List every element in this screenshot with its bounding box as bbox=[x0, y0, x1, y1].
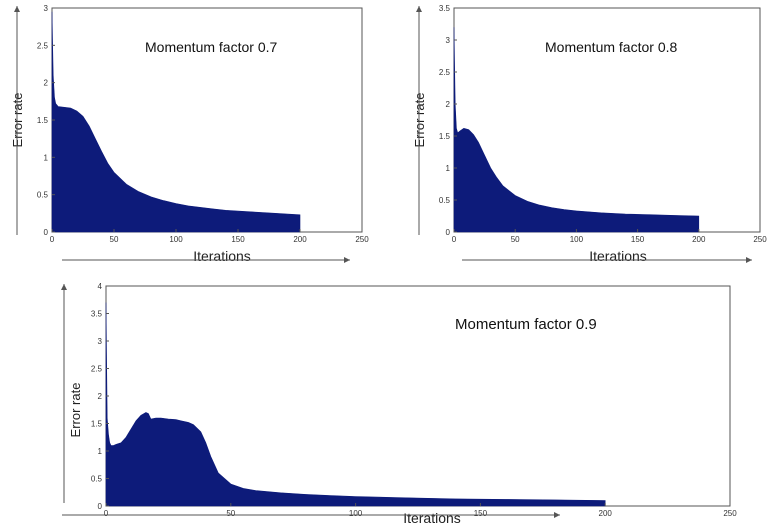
y-tick-label: 1 bbox=[44, 153, 49, 162]
x-tick-label: 100 bbox=[169, 235, 183, 244]
y-axis-arrow-head bbox=[61, 284, 67, 290]
x-tick-label: 250 bbox=[723, 509, 737, 518]
error-area bbox=[453, 27, 700, 233]
x-tick-label: 50 bbox=[511, 235, 520, 244]
y-tick-label: 2.5 bbox=[91, 365, 103, 374]
y-tick-label: 1.5 bbox=[37, 116, 49, 125]
x-axis-label: Iterations bbox=[403, 510, 461, 526]
y-tick-label: 0 bbox=[446, 228, 451, 237]
y-tick-label: 0 bbox=[98, 502, 103, 511]
x-tick-label: 200 bbox=[293, 235, 307, 244]
x-axis-arrow-head bbox=[554, 512, 560, 518]
x-axis-arrow-head bbox=[746, 257, 752, 263]
x-axis-label: Iterations bbox=[193, 248, 251, 264]
x-tick-label: 0 bbox=[104, 509, 109, 518]
y-tick-label: 3 bbox=[98, 337, 103, 346]
x-tick-label: 150 bbox=[474, 509, 488, 518]
y-axis-arrow-head bbox=[416, 6, 422, 12]
y-tick-label: 0.5 bbox=[37, 191, 49, 200]
x-tick-label: 200 bbox=[692, 235, 706, 244]
y-tick-label: 1 bbox=[446, 164, 451, 173]
y-axis-arrow-head bbox=[14, 6, 20, 12]
momentum-annotation: Momentum factor 0.9 bbox=[455, 316, 597, 333]
momentum-annotation: Momentum factor 0.7 bbox=[145, 39, 277, 55]
y-tick-label: 2.5 bbox=[439, 68, 451, 77]
x-tick-label: 100 bbox=[570, 235, 584, 244]
x-tick-label: 250 bbox=[753, 235, 767, 244]
x-tick-label: 50 bbox=[110, 235, 119, 244]
y-tick-label: 0.5 bbox=[439, 196, 451, 205]
y-tick-label: 1 bbox=[98, 447, 103, 456]
y-tick-label: 3.5 bbox=[91, 310, 103, 319]
y-tick-label: 2.5 bbox=[37, 41, 49, 50]
y-tick-label: 2 bbox=[446, 100, 451, 109]
y-tick-label: 1.5 bbox=[91, 420, 103, 429]
x-axis-label: Iterations bbox=[589, 248, 647, 264]
error-area bbox=[105, 302, 606, 507]
x-tick-label: 100 bbox=[349, 509, 363, 518]
y-tick-label: 4 bbox=[98, 282, 103, 291]
momentum-annotation: Momentum factor 0.8 bbox=[545, 39, 677, 55]
x-axis-arrow-head bbox=[344, 257, 350, 263]
x-tick-label: 0 bbox=[50, 235, 55, 244]
chart-panel-3: 0 50 100 150 200 250 0 0.5 1 1.5 2 2.5 3 3.5 4 Momentum… bbox=[61, 282, 737, 526]
error-area bbox=[51, 11, 301, 233]
x-tick-label: 250 bbox=[355, 235, 369, 244]
y-tick-label: 2 bbox=[44, 79, 49, 88]
x-tick-label: 0 bbox=[452, 235, 457, 244]
y-tick-label: 2 bbox=[98, 392, 103, 401]
y-tick-label: 0.5 bbox=[91, 475, 103, 484]
x-tick-label: 200 bbox=[599, 509, 613, 518]
x-tick-label: 50 bbox=[226, 509, 235, 518]
y-axis-label: Error rate bbox=[68, 383, 83, 438]
chart-panel-1: 0 50 100 150 200 250 0 0.5 1 1.5 2 2.5 3 Momentum fac… bbox=[10, 4, 369, 264]
chart-panel-2: 0 50 100 150 200 250 0 0.5 1 1.5 2 2.5 3 3.5 Momentum … bbox=[412, 4, 767, 264]
x-tick-label: 150 bbox=[631, 235, 645, 244]
y-tick-label: 3 bbox=[44, 4, 49, 13]
y-tick-label: 1.5 bbox=[439, 132, 451, 141]
y-tick-label: 0 bbox=[44, 228, 49, 237]
y-tick-label: 3 bbox=[446, 36, 451, 45]
x-tick-label: 150 bbox=[231, 235, 245, 244]
y-tick-label: 3.5 bbox=[439, 4, 451, 13]
